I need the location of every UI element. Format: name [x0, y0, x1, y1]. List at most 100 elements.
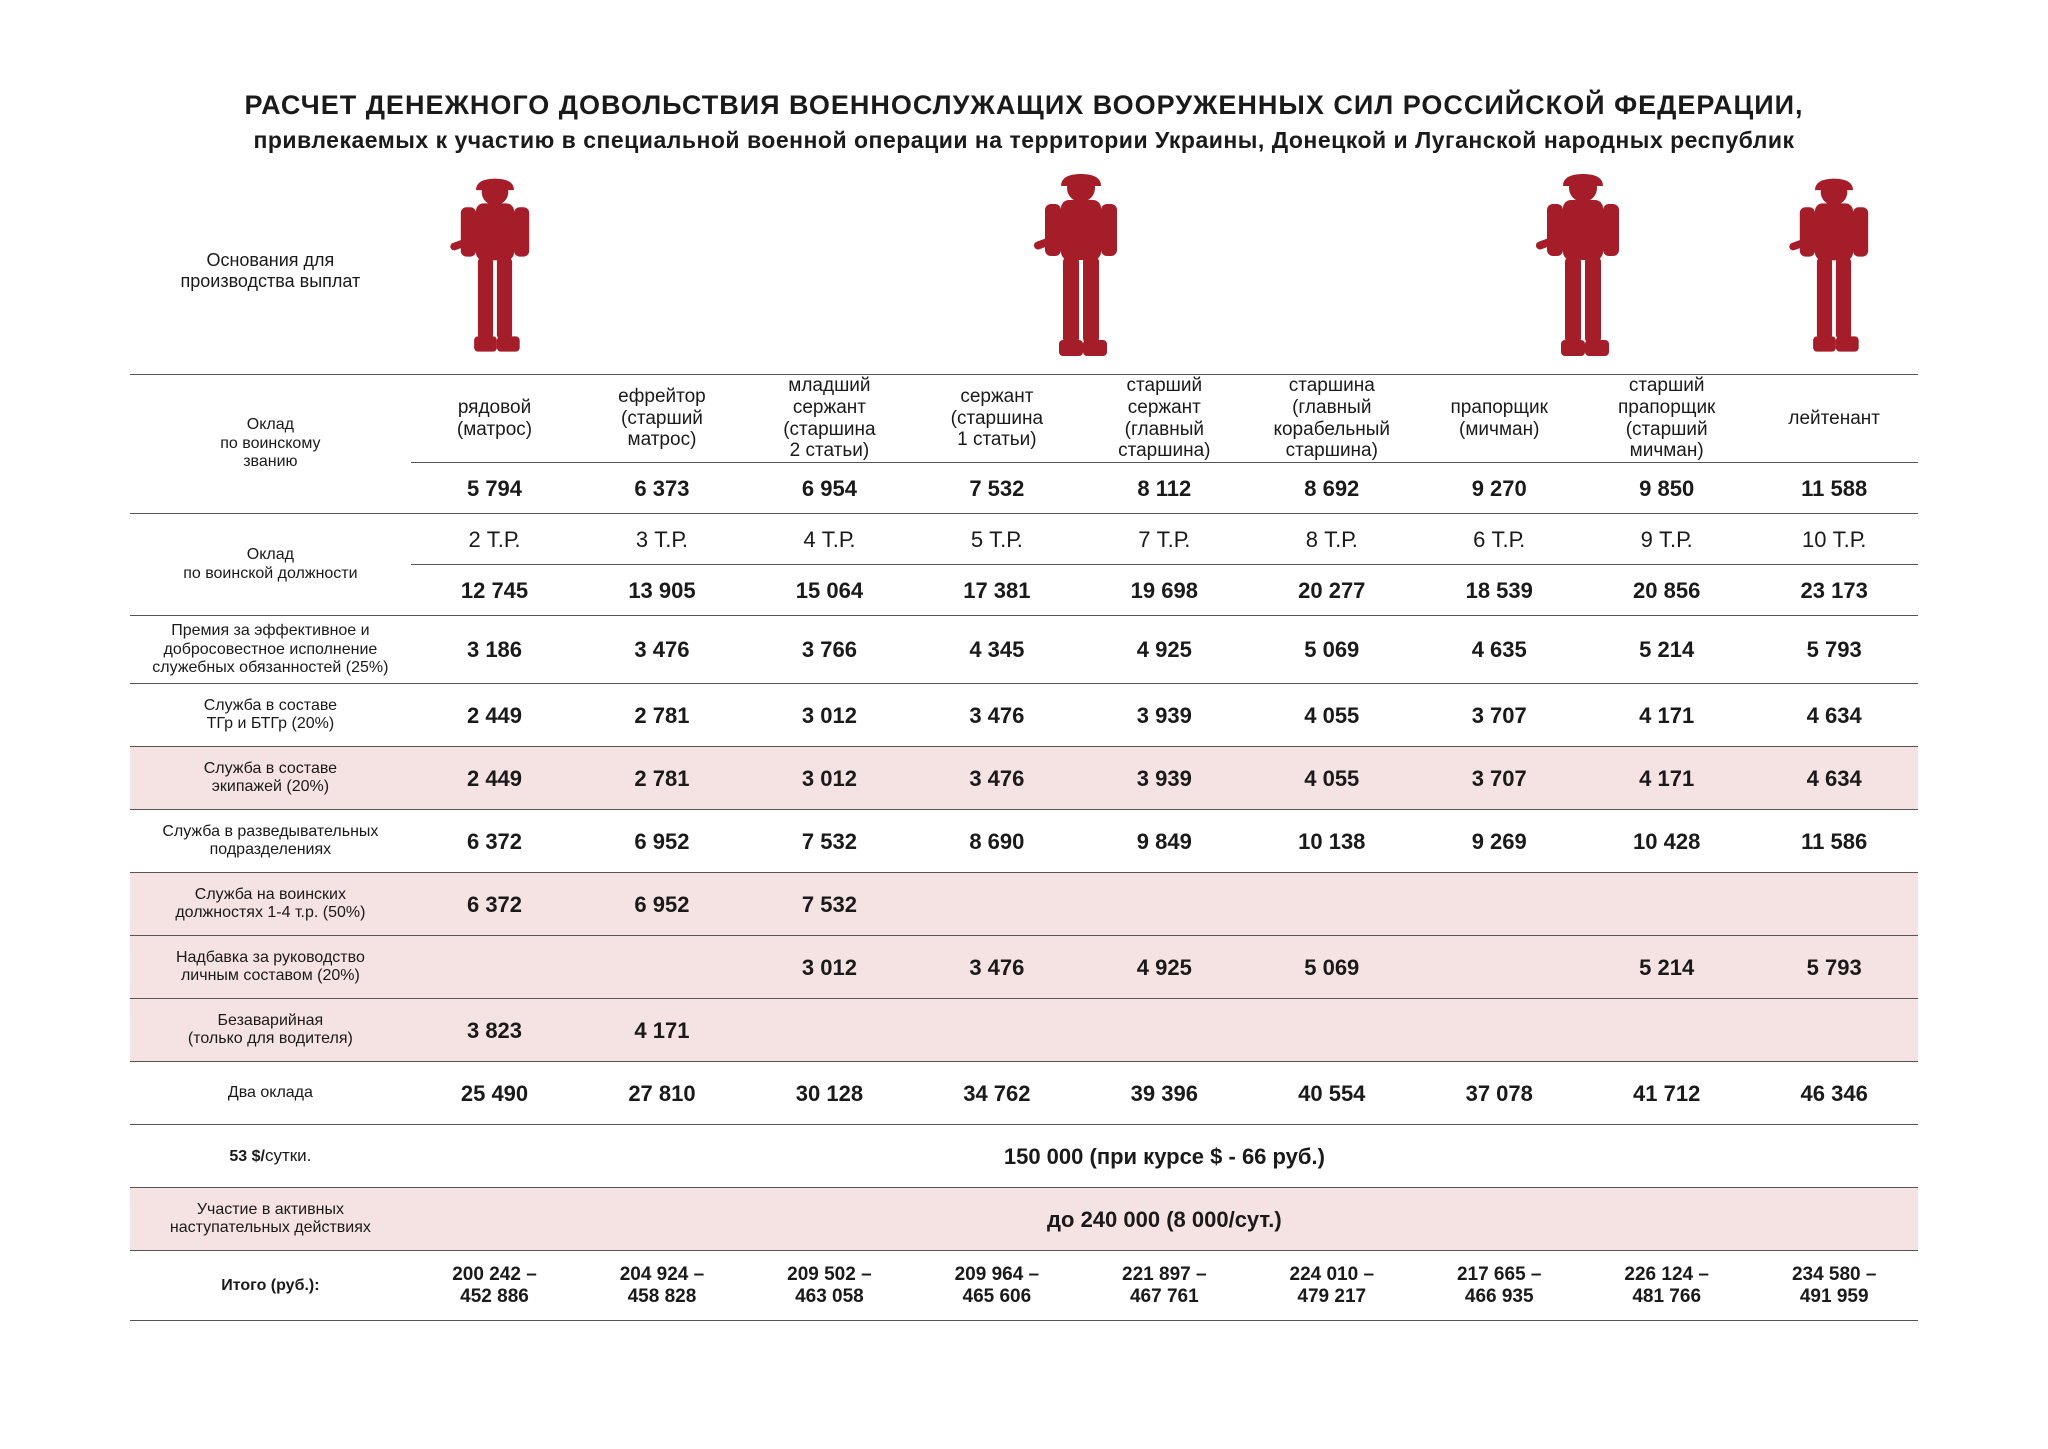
- itogo-value: 234 580 – 491 959: [1750, 1251, 1918, 1321]
- rank-salary-value: 8 692: [1248, 463, 1415, 514]
- allowance-value: 3 186: [411, 616, 578, 684]
- allowance-label: Служба в разведывательных подразделениях: [130, 810, 411, 873]
- allowance-value: 4 925: [1081, 936, 1248, 999]
- itogo-value: 224 010 – 479 217: [1248, 1251, 1415, 1321]
- rank-name: старший прапорщик (старший мичман): [1583, 374, 1750, 462]
- allowance-value: 27 810: [578, 1062, 745, 1125]
- allowance-value: 9 269: [1416, 810, 1583, 873]
- allowance-value: 2 781: [578, 747, 745, 810]
- allowance-value: 30 128: [746, 1062, 913, 1125]
- duty-tp: 8 Т.Р.: [1248, 514, 1415, 565]
- allowance-value: 3 476: [913, 684, 1080, 747]
- rank-name: старший сержант (главный старшина): [1081, 374, 1248, 462]
- itogo-value: 209 502 – 463 058: [746, 1251, 913, 1321]
- allowance-value: 3 476: [578, 616, 745, 684]
- allowance-value: [1416, 873, 1583, 936]
- soldier-icon: [1774, 347, 1894, 368]
- duty-salary-value: 18 539: [1416, 565, 1583, 616]
- allowance-label: Служба на воинских должностях 1-4 т.р. (…: [130, 873, 411, 936]
- allowance-row: Служба в составе экипажей (20%)2 4492 78…: [130, 747, 1918, 810]
- allowance-label: Надбавка за руководство личным составом …: [130, 936, 411, 999]
- allowance-value: 11 586: [1750, 810, 1918, 873]
- duty-salary-value: 20 856: [1583, 565, 1750, 616]
- allowance-value: 4 634: [1750, 747, 1918, 810]
- rank-salary-value: 11 588: [1750, 463, 1918, 514]
- allowance-value: [1750, 999, 1918, 1062]
- page: РАСЧЕТ ДЕНЕЖНОГО ДОВОЛЬСТВИЯ ВОЕННОСЛУЖА…: [0, 0, 2048, 1449]
- itogo-label: Итого (руб.):: [130, 1251, 411, 1321]
- allowance-row: Премия за эффективное и добросовестное и…: [130, 616, 1918, 684]
- allowance-value: 4 055: [1248, 684, 1415, 747]
- rank-salary-value: 6 373: [578, 463, 745, 514]
- allowance-label: Служба в составе экипажей (20%): [130, 747, 411, 810]
- soldier-icon: [435, 347, 555, 368]
- allowance-value: 2 449: [411, 684, 578, 747]
- allowance-row: Служба в составе ТГр и БТГр (20%)2 4492 …: [130, 684, 1918, 747]
- allowance-value: 4 635: [1416, 616, 1583, 684]
- rank-name: рядовой (матрос): [411, 374, 578, 462]
- rank-name-row: Оклад по воинскому званию рядовой (матро…: [130, 374, 1918, 462]
- allowance-value: 5 069: [1248, 616, 1415, 684]
- page-title: РАСЧЕТ ДЕНЕЖНОГО ДОВОЛЬСТВИЯ ВОЕННОСЛУЖА…: [130, 90, 1918, 121]
- allowance-value: 3 766: [746, 616, 913, 684]
- allowance-label: Безаварийная (только для водителя): [130, 999, 411, 1062]
- basis-label: Основания для производства выплат: [130, 168, 411, 374]
- rank-name: лейтенант: [1750, 374, 1918, 462]
- duty-tp: 3 Т.Р.: [578, 514, 745, 565]
- soldier-cell: [913, 168, 1248, 374]
- pay-table: Основания для производства выплат: [130, 168, 1918, 1321]
- allowance-value: [1583, 999, 1750, 1062]
- allowance-value: 40 554: [1248, 1062, 1415, 1125]
- allowance-value: 10 428: [1583, 810, 1750, 873]
- allowance-value: 5 214: [1583, 616, 1750, 684]
- allowance-value: 6 372: [411, 810, 578, 873]
- allowance-value: 6 952: [578, 873, 745, 936]
- soldier-icon: [1508, 352, 1658, 373]
- allowance-value: 46 346: [1750, 1062, 1918, 1125]
- allowance-value: 3 939: [1081, 684, 1248, 747]
- allowance-label: Служба в составе ТГр и БТГр (20%): [130, 684, 411, 747]
- allowance-value: 3 012: [746, 684, 913, 747]
- soldier-silhouette: [1006, 168, 1156, 368]
- rank-salary-value: 7 532: [913, 463, 1080, 514]
- duty-salary-value: 23 173: [1750, 565, 1918, 616]
- active-ops-merged: до 240 000 (8 000/сут.): [411, 1188, 1918, 1251]
- allowance-value: 2 449: [411, 747, 578, 810]
- allowance-value: 3 476: [913, 747, 1080, 810]
- allowance-value: 41 712: [1583, 1062, 1750, 1125]
- rank-name: младший сержант (старшина 2 статьи): [746, 374, 913, 462]
- allowance-value: [1416, 936, 1583, 999]
- allowance-row: Служба на воинских должностях 1-4 т.р. (…: [130, 873, 1918, 936]
- page-subtitle: привлекаемых к участию в специальной вое…: [130, 127, 1918, 154]
- allowance-value: [913, 873, 1080, 936]
- allowance-value: 4 171: [578, 999, 745, 1062]
- allowance-value: 7 532: [746, 873, 913, 936]
- rank-salary-value: 9 270: [1416, 463, 1583, 514]
- active-ops-label: Участие в активных наступательных действ…: [130, 1188, 411, 1251]
- usd-label: 53 $/сутки.: [130, 1125, 411, 1188]
- allowance-value: [578, 936, 745, 999]
- allowance-value: 6 372: [411, 873, 578, 936]
- allowance-value: 8 690: [913, 810, 1080, 873]
- usd-merged: 150 000 (при курсе $ - 66 руб.): [411, 1125, 1918, 1188]
- duty-salary-value: 17 381: [913, 565, 1080, 616]
- itogo-value: 200 242 – 452 886: [411, 1251, 578, 1321]
- allowance-value: 3 476: [913, 936, 1080, 999]
- allowance-value: 5 214: [1583, 936, 1750, 999]
- allowance-value: [1081, 873, 1248, 936]
- soldier-cell: [411, 168, 578, 374]
- usd-row: 53 $/сутки. 150 000 (при курсе $ - 66 ру…: [130, 1125, 1918, 1188]
- usd-merged-bold: 150 000: [1004, 1144, 1084, 1169]
- soldier-silhouette: [435, 173, 555, 363]
- duty-tp: 9 Т.Р.: [1583, 514, 1750, 565]
- usd-value: 53 $/: [229, 1148, 265, 1165]
- itogo-row: Итого (руб.): 200 242 – 452 886 204 924 …: [130, 1251, 1918, 1321]
- allowance-value: 4 634: [1750, 684, 1918, 747]
- itogo-value: 217 665 – 466 935: [1416, 1251, 1583, 1321]
- duty-salary-label: Оклад по воинской должности: [130, 514, 411, 616]
- allowance-value: 3 012: [746, 936, 913, 999]
- rank-name: ефрейтор (старший матрос): [578, 374, 745, 462]
- allowance-value: [913, 999, 1080, 1062]
- allowance-rows: Премия за эффективное и добросовестное и…: [130, 616, 1918, 1125]
- active-ops-row: Участие в активных наступательных действ…: [130, 1188, 1918, 1251]
